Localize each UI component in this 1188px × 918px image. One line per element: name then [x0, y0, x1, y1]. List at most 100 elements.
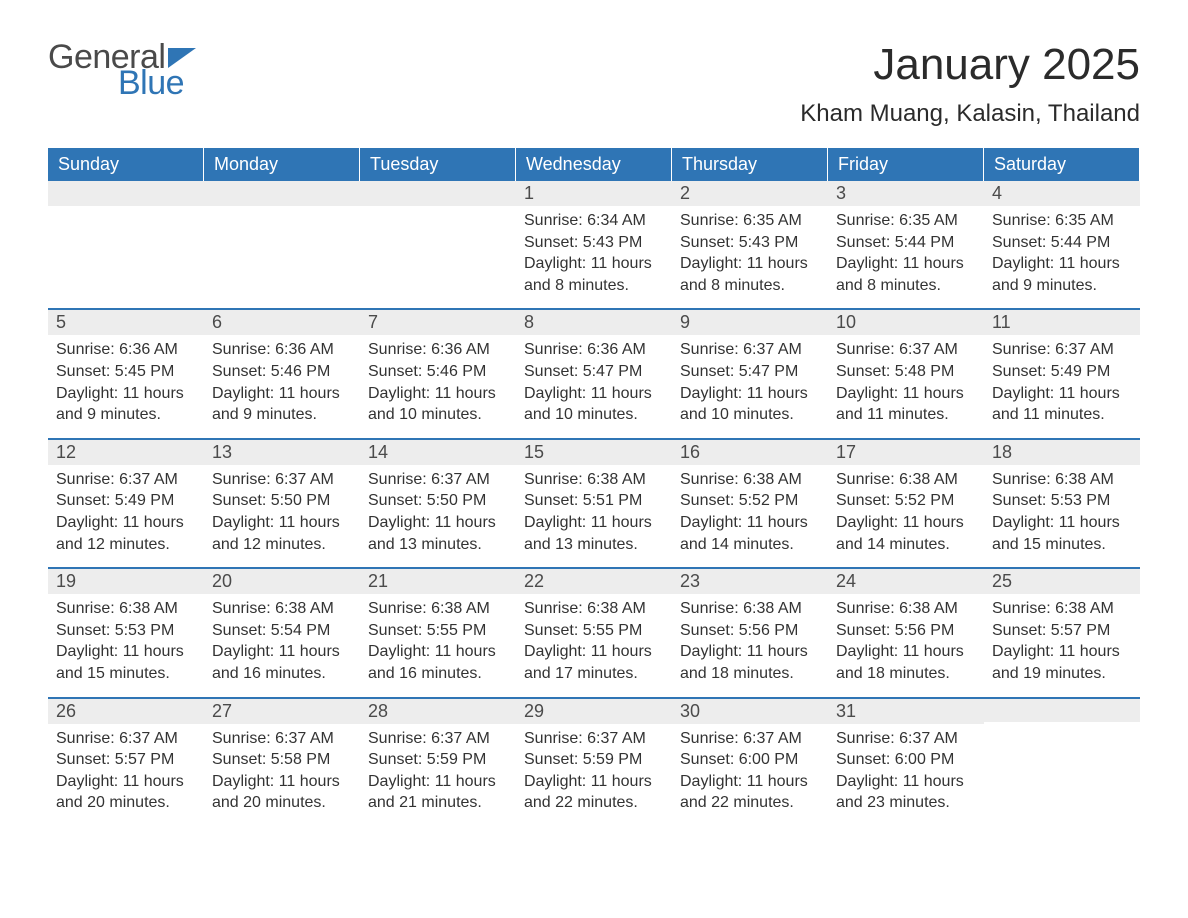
- day-number-empty: [360, 181, 516, 206]
- day-body: Sunrise: 6:37 AMSunset: 5:59 PMDaylight:…: [516, 724, 672, 826]
- day-number-empty: [48, 181, 204, 206]
- daylight-text: Daylight: 11 hours and 11 minutes.: [992, 383, 1132, 426]
- sunrise-text: Sunrise: 6:36 AM: [56, 339, 196, 361]
- day-number: 24: [828, 567, 984, 594]
- daylight-text: Daylight: 11 hours and 14 minutes.: [680, 512, 820, 555]
- daylight-text: Daylight: 11 hours and 14 minutes.: [836, 512, 976, 555]
- day-header: Tuesday: [360, 148, 516, 181]
- daylight-text: Daylight: 11 hours and 8 minutes.: [680, 253, 820, 296]
- sunset-text: Sunset: 5:54 PM: [212, 620, 352, 642]
- sunrise-text: Sunrise: 6:38 AM: [680, 598, 820, 620]
- sunrise-text: Sunrise: 6:36 AM: [524, 339, 664, 361]
- sunrise-text: Sunrise: 6:37 AM: [836, 339, 976, 361]
- daylight-text: Daylight: 11 hours and 16 minutes.: [212, 641, 352, 684]
- day-cell: 19Sunrise: 6:38 AMSunset: 5:53 PMDayligh…: [48, 567, 204, 696]
- sunrise-text: Sunrise: 6:38 AM: [56, 598, 196, 620]
- day-number: 19: [48, 567, 204, 594]
- sunset-text: Sunset: 5:56 PM: [680, 620, 820, 642]
- day-number: 1: [516, 181, 672, 206]
- day-body: Sunrise: 6:37 AMSunset: 5:47 PMDaylight:…: [672, 335, 828, 437]
- day-cell: 5Sunrise: 6:36 AMSunset: 5:45 PMDaylight…: [48, 308, 204, 437]
- sunrise-text: Sunrise: 6:37 AM: [212, 469, 352, 491]
- day-number: 3: [828, 181, 984, 206]
- day-number: 22: [516, 567, 672, 594]
- day-number: 7: [360, 308, 516, 335]
- daylight-text: Daylight: 11 hours and 10 minutes.: [524, 383, 664, 426]
- day-cell: 15Sunrise: 6:38 AMSunset: 5:51 PMDayligh…: [516, 438, 672, 567]
- sunrise-text: Sunrise: 6:37 AM: [680, 728, 820, 750]
- sunset-text: Sunset: 5:44 PM: [836, 232, 976, 254]
- day-number: 21: [360, 567, 516, 594]
- sunrise-text: Sunrise: 6:35 AM: [836, 210, 976, 232]
- day-body: Sunrise: 6:35 AMSunset: 5:44 PMDaylight:…: [984, 206, 1140, 308]
- day-body: Sunrise: 6:36 AMSunset: 5:46 PMDaylight:…: [204, 335, 360, 437]
- day-body: Sunrise: 6:38 AMSunset: 5:54 PMDaylight:…: [204, 594, 360, 696]
- day-body: Sunrise: 6:37 AMSunset: 5:57 PMDaylight:…: [48, 724, 204, 826]
- daylight-text: Daylight: 11 hours and 19 minutes.: [992, 641, 1132, 684]
- calendar-grid: SundayMondayTuesdayWednesdayThursdayFrid…: [48, 148, 1140, 826]
- day-header: Friday: [828, 148, 984, 181]
- day-number: 8: [516, 308, 672, 335]
- day-number: 14: [360, 438, 516, 465]
- daylight-text: Daylight: 11 hours and 15 minutes.: [56, 641, 196, 684]
- sunset-text: Sunset: 5:49 PM: [992, 361, 1132, 383]
- daylight-text: Daylight: 11 hours and 10 minutes.: [368, 383, 508, 426]
- day-header: Monday: [204, 148, 360, 181]
- day-number: 11: [984, 308, 1140, 335]
- day-cell: 21Sunrise: 6:38 AMSunset: 5:55 PMDayligh…: [360, 567, 516, 696]
- day-number: 16: [672, 438, 828, 465]
- sunset-text: Sunset: 5:45 PM: [56, 361, 196, 383]
- daylight-text: Daylight: 11 hours and 22 minutes.: [524, 771, 664, 814]
- day-cell: 13Sunrise: 6:37 AMSunset: 5:50 PMDayligh…: [204, 438, 360, 567]
- day-body: Sunrise: 6:35 AMSunset: 5:44 PMDaylight:…: [828, 206, 984, 308]
- day-cell: 16Sunrise: 6:38 AMSunset: 5:52 PMDayligh…: [672, 438, 828, 567]
- day-cell: [48, 181, 204, 308]
- day-body: Sunrise: 6:38 AMSunset: 5:52 PMDaylight:…: [672, 465, 828, 567]
- day-cell: 25Sunrise: 6:38 AMSunset: 5:57 PMDayligh…: [984, 567, 1140, 696]
- day-cell: 17Sunrise: 6:38 AMSunset: 5:52 PMDayligh…: [828, 438, 984, 567]
- day-cell: 26Sunrise: 6:37 AMSunset: 5:57 PMDayligh…: [48, 697, 204, 826]
- sunrise-text: Sunrise: 6:38 AM: [836, 469, 976, 491]
- day-number-empty: [204, 181, 360, 206]
- day-number: 30: [672, 697, 828, 724]
- daylight-text: Daylight: 11 hours and 8 minutes.: [524, 253, 664, 296]
- sunrise-text: Sunrise: 6:38 AM: [212, 598, 352, 620]
- day-body: Sunrise: 6:38 AMSunset: 5:57 PMDaylight:…: [984, 594, 1140, 696]
- logo: General Blue: [48, 40, 202, 100]
- day-number: 2: [672, 181, 828, 206]
- day-cell: 6Sunrise: 6:36 AMSunset: 5:46 PMDaylight…: [204, 308, 360, 437]
- sunset-text: Sunset: 5:46 PM: [212, 361, 352, 383]
- sunrise-text: Sunrise: 6:35 AM: [680, 210, 820, 232]
- day-header: Saturday: [984, 148, 1140, 181]
- day-cell: 23Sunrise: 6:38 AMSunset: 5:56 PMDayligh…: [672, 567, 828, 696]
- sunset-text: Sunset: 5:53 PM: [56, 620, 196, 642]
- day-body: Sunrise: 6:37 AMSunset: 5:49 PMDaylight:…: [48, 465, 204, 567]
- sunrise-text: Sunrise: 6:37 AM: [836, 728, 976, 750]
- daylight-text: Daylight: 11 hours and 15 minutes.: [992, 512, 1132, 555]
- day-body: Sunrise: 6:38 AMSunset: 5:51 PMDaylight:…: [516, 465, 672, 567]
- day-number: 12: [48, 438, 204, 465]
- sunrise-text: Sunrise: 6:36 AM: [212, 339, 352, 361]
- day-cell: 8Sunrise: 6:36 AMSunset: 5:47 PMDaylight…: [516, 308, 672, 437]
- sunset-text: Sunset: 5:48 PM: [836, 361, 976, 383]
- sunset-text: Sunset: 5:52 PM: [680, 490, 820, 512]
- day-body: Sunrise: 6:36 AMSunset: 5:47 PMDaylight:…: [516, 335, 672, 437]
- sunrise-text: Sunrise: 6:37 AM: [212, 728, 352, 750]
- sunrise-text: Sunrise: 6:38 AM: [524, 469, 664, 491]
- day-body: Sunrise: 6:34 AMSunset: 5:43 PMDaylight:…: [516, 206, 672, 308]
- day-cell: 20Sunrise: 6:38 AMSunset: 5:54 PMDayligh…: [204, 567, 360, 696]
- sunset-text: Sunset: 5:47 PM: [680, 361, 820, 383]
- day-body: Sunrise: 6:38 AMSunset: 5:53 PMDaylight:…: [48, 594, 204, 696]
- day-number: 18: [984, 438, 1140, 465]
- day-body: Sunrise: 6:38 AMSunset: 5:56 PMDaylight:…: [672, 594, 828, 696]
- sunset-text: Sunset: 5:43 PM: [524, 232, 664, 254]
- day-header: Sunday: [48, 148, 204, 181]
- sunset-text: Sunset: 5:49 PM: [56, 490, 196, 512]
- sunrise-text: Sunrise: 6:38 AM: [368, 598, 508, 620]
- day-cell: 12Sunrise: 6:37 AMSunset: 5:49 PMDayligh…: [48, 438, 204, 567]
- day-body: Sunrise: 6:38 AMSunset: 5:52 PMDaylight:…: [828, 465, 984, 567]
- sunrise-text: Sunrise: 6:37 AM: [368, 728, 508, 750]
- day-body: Sunrise: 6:38 AMSunset: 5:55 PMDaylight:…: [360, 594, 516, 696]
- daylight-text: Daylight: 11 hours and 10 minutes.: [680, 383, 820, 426]
- day-number-empty: [984, 697, 1140, 722]
